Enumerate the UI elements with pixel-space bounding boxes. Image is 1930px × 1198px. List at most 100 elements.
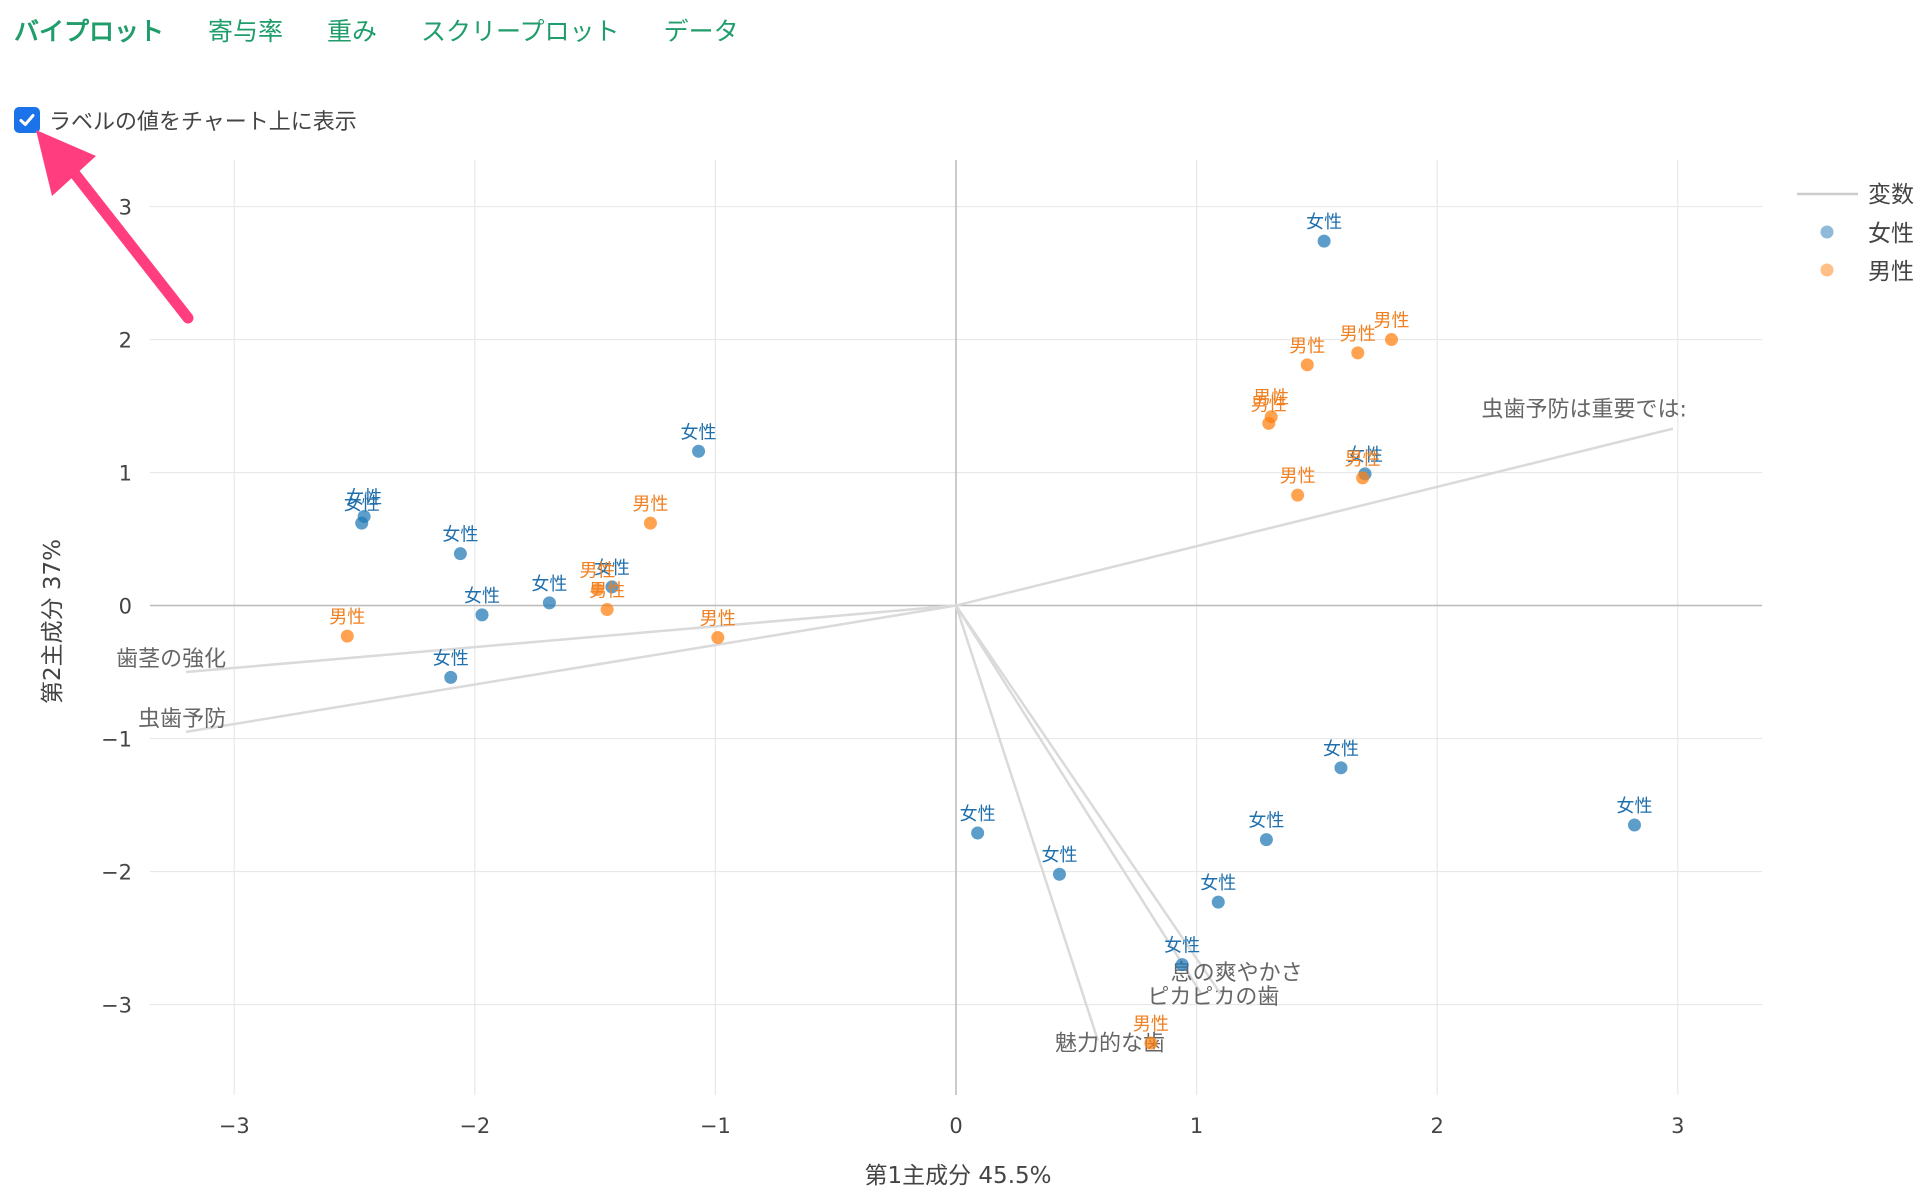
data-point-label: 女性 — [1347, 445, 1383, 466]
data-point — [605, 580, 619, 594]
data-point — [1356, 471, 1370, 485]
data-point-label: 男性 — [1289, 336, 1325, 357]
data-point-label: 女性 — [594, 558, 630, 579]
show-labels-label: ラベルの値をチャート上に表示 — [49, 110, 357, 135]
data-point — [1175, 958, 1189, 972]
legend-vector-label: 変数 — [1868, 182, 1914, 208]
y-axis-title: 第2主成分 37% — [40, 539, 66, 704]
data-point — [1300, 358, 1314, 372]
data-point — [643, 516, 657, 530]
y-tick-label: 0 — [119, 595, 132, 619]
data-point — [971, 826, 985, 840]
data-point — [711, 630, 725, 644]
legend-swatch — [1820, 225, 1834, 239]
data-point-label: 女性 — [442, 525, 478, 546]
x-tick-label: 0 — [949, 1114, 962, 1138]
data-point-label: 男性 — [700, 608, 736, 629]
loading-vector — [954, 604, 1203, 995]
data-point — [1334, 761, 1348, 775]
tab-weights[interactable]: 重み — [327, 17, 378, 46]
vector-label: 歯茎の強化 — [116, 647, 226, 672]
tab-scree-plot[interactable]: スクリープロット — [421, 17, 620, 46]
data-point-label: 女性 — [681, 422, 717, 443]
data-point — [600, 603, 614, 617]
data-point — [1262, 416, 1276, 430]
x-tick-label: −2 — [459, 1114, 490, 1138]
y-tick-label: −2 — [101, 861, 132, 885]
legend-item-label: 女性 — [1868, 221, 1914, 247]
y-tick-label: −1 — [101, 728, 132, 752]
x-tick-label: −3 — [219, 1114, 250, 1138]
y-tick-label: 2 — [119, 329, 132, 353]
data-point-label: 女性 — [464, 586, 500, 607]
data-point-label: 女性 — [1323, 739, 1359, 760]
legend-item-label: 男性 — [1868, 259, 1914, 285]
data-point-label: 女性 — [344, 494, 380, 515]
data-point — [591, 583, 605, 597]
data-point — [542, 596, 556, 610]
data-point-label: 男性 — [1133, 1014, 1169, 1035]
data-point — [1351, 346, 1365, 360]
x-tick-label: 2 — [1431, 1114, 1444, 1138]
data-point — [1627, 818, 1641, 832]
vector-label: 虫歯予防は重要では: — [1482, 398, 1687, 423]
data-point-label: 女性 — [1164, 936, 1200, 957]
y-tick-label: 1 — [119, 462, 132, 486]
data-point-label: 男性 — [1340, 324, 1376, 345]
data-point — [1291, 488, 1305, 502]
data-point-label: 男性 — [1253, 388, 1289, 409]
vector-label: ピカピカの歯 — [1147, 985, 1279, 1010]
data-point-label: 男性 — [1251, 394, 1287, 415]
data-point-label: 男性 — [1373, 311, 1409, 332]
tab-contribution[interactable]: 寄与率 — [208, 17, 284, 46]
data-point — [453, 547, 467, 561]
x-tick-label: 1 — [1190, 1114, 1203, 1138]
data-point — [444, 670, 458, 684]
data-point — [1259, 833, 1273, 847]
loading-vector — [185, 604, 957, 674]
data-point — [475, 608, 489, 622]
loading-vector — [185, 604, 957, 734]
data-point — [1384, 333, 1398, 347]
vector-label: 息の爽やかさ — [1171, 961, 1303, 986]
data-point-label: 男性 — [1280, 466, 1316, 487]
x-tick-label: 3 — [1671, 1114, 1684, 1138]
data-point — [1144, 1036, 1158, 1050]
data-point-label: 男性 — [1345, 449, 1381, 470]
data-point-label: 女性 — [960, 804, 996, 825]
tab-data[interactable]: データ — [663, 17, 739, 46]
y-tick-label: 3 — [119, 196, 132, 220]
data-point-label: 男性 — [329, 607, 365, 628]
data-point — [1211, 895, 1225, 909]
data-point — [692, 444, 706, 458]
vector-label: 虫歯予防 — [138, 707, 226, 732]
data-point-label: 男性 — [589, 581, 625, 602]
data-point — [355, 516, 369, 530]
legend-swatch — [1820, 263, 1834, 277]
y-tick-label: −3 — [101, 994, 132, 1018]
x-tick-label: −1 — [700, 1114, 731, 1138]
data-point-label: 男性 — [580, 561, 616, 582]
data-point-label: 男性 — [632, 494, 668, 515]
loading-vector — [954, 605, 1100, 1041]
data-point-label: 女性 — [1041, 845, 1077, 866]
data-point-label: 女性 — [346, 487, 382, 508]
data-point-label: 女性 — [433, 648, 469, 669]
data-point — [1317, 234, 1331, 248]
show-labels-checkbox[interactable] — [14, 107, 40, 133]
loading-vector — [954, 604, 1222, 995]
x-axis-title: 第1主成分 45.5% — [864, 1163, 1051, 1189]
loading-vector — [955, 427, 1674, 607]
data-point — [340, 629, 354, 643]
data-point-label: 女性 — [1306, 212, 1342, 233]
checkmark-icon — [19, 114, 35, 126]
data-point — [1052, 867, 1066, 881]
data-point-label: 女性 — [531, 574, 567, 595]
data-point-label: 女性 — [1248, 811, 1284, 832]
tab-bar: バイプロット 寄与率 重み スクリープロット データ — [14, 12, 783, 48]
data-point-label: 女性 — [1200, 873, 1236, 894]
show-labels-option: ラベルの値をチャート上に表示 — [14, 104, 357, 136]
tab-biplot[interactable]: バイプロット — [14, 17, 165, 46]
data-point-label: 女性 — [1616, 796, 1652, 817]
